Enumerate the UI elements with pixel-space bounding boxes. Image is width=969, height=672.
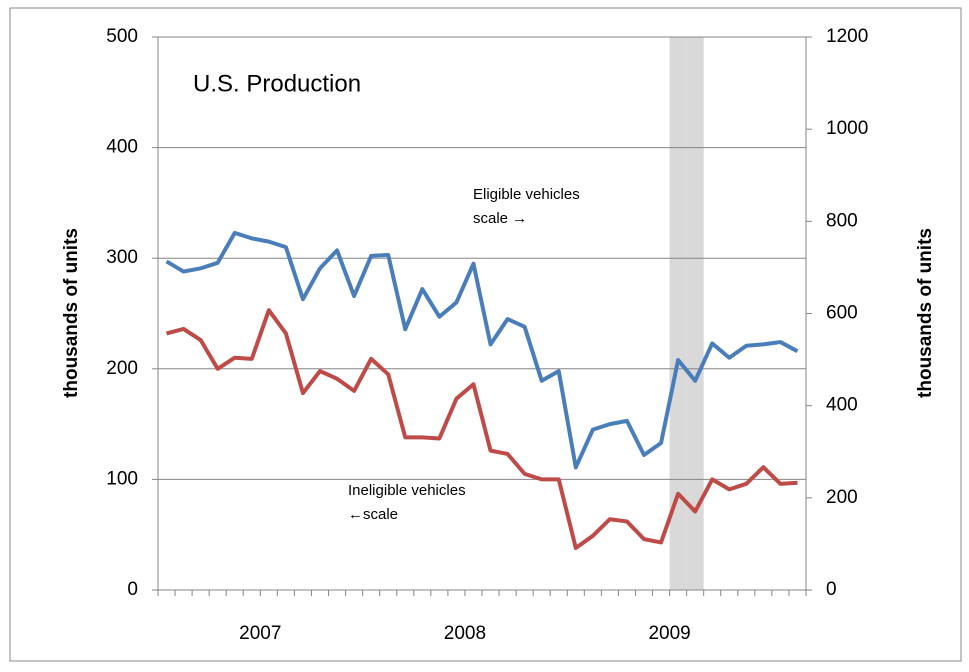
chart-border xyxy=(9,7,962,662)
y2-tick-label: 200 xyxy=(826,487,858,508)
y2-tick-label: 400 xyxy=(826,395,858,416)
y2-tick-label: 600 xyxy=(826,303,858,324)
y-tick-label: 500 xyxy=(106,26,138,47)
annotation: ←scale xyxy=(348,506,398,523)
x-tick-label: 2007 xyxy=(239,623,281,644)
y-tick-label: 400 xyxy=(106,137,138,158)
series-line xyxy=(166,308,798,550)
y-axis-label: thousands of units xyxy=(61,228,82,398)
series-line xyxy=(165,230,799,470)
annotation: Ineligible vehicles xyxy=(348,482,466,499)
y-tick-label: 200 xyxy=(106,358,138,379)
x-tick-label: 2009 xyxy=(648,623,690,644)
y-tick-label: 300 xyxy=(106,247,138,268)
x-tick-label: 2008 xyxy=(444,623,486,644)
y2-tick-label: 1000 xyxy=(826,118,868,139)
y-tick-label: 0 xyxy=(127,579,138,600)
y2-tick-label: 0 xyxy=(826,579,837,600)
annotation: scale → xyxy=(473,210,527,227)
annotation: Eligible vehicles xyxy=(473,186,580,203)
y2-axis-label: thousands of units xyxy=(915,228,936,398)
y2-tick-label: 800 xyxy=(826,210,858,231)
y2-tick-label: 1200 xyxy=(826,26,868,47)
shaded-band xyxy=(686,37,704,590)
y-tick-label: 100 xyxy=(106,468,138,489)
shaded-band xyxy=(669,37,687,590)
chart-title: U.S. Production xyxy=(193,70,361,97)
